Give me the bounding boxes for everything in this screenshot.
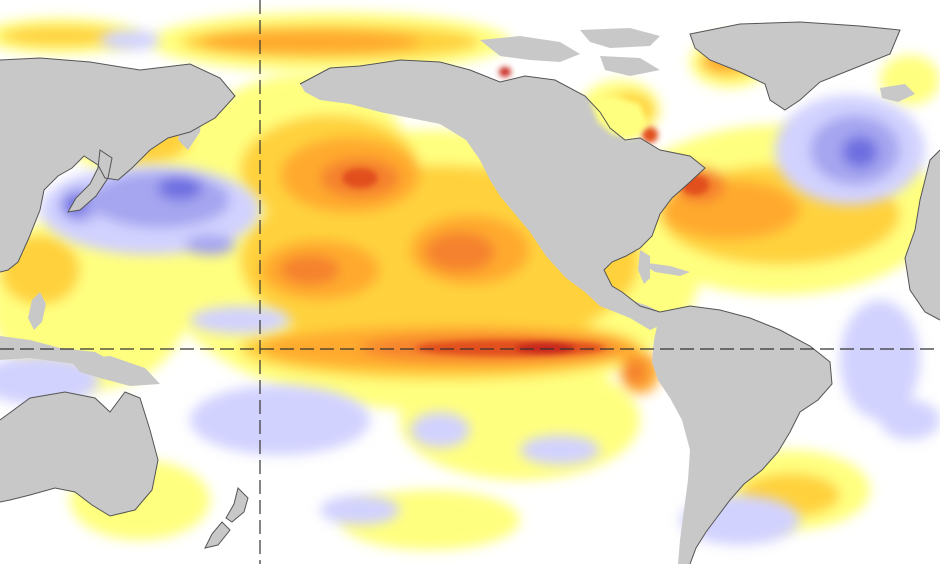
landmass-iceland [880,84,915,102]
landmass-indonesia [0,336,110,366]
landmass-new-guinea [70,356,160,386]
landmass-greenland [690,22,900,110]
hudson-bay [590,96,648,138]
landmass-kamchatka [178,96,202,150]
landmass-south-america [652,306,832,564]
landmass-florida [638,250,650,284]
landmass-australia [0,392,158,516]
landmass-north-america [300,60,705,330]
warm-level-6 [499,67,575,354]
landmass-cuba [640,262,690,276]
warm-core-layer [342,67,709,356]
landmass-central-america [600,296,660,326]
landmass-asia [0,58,235,272]
landmass-japan [68,150,112,212]
landmass-europe-africa [905,150,940,320]
landmass-philippines [28,292,46,330]
land-layer [0,22,940,564]
landmass-arctic-islands [480,28,660,76]
coastline-layer [0,21,940,564]
